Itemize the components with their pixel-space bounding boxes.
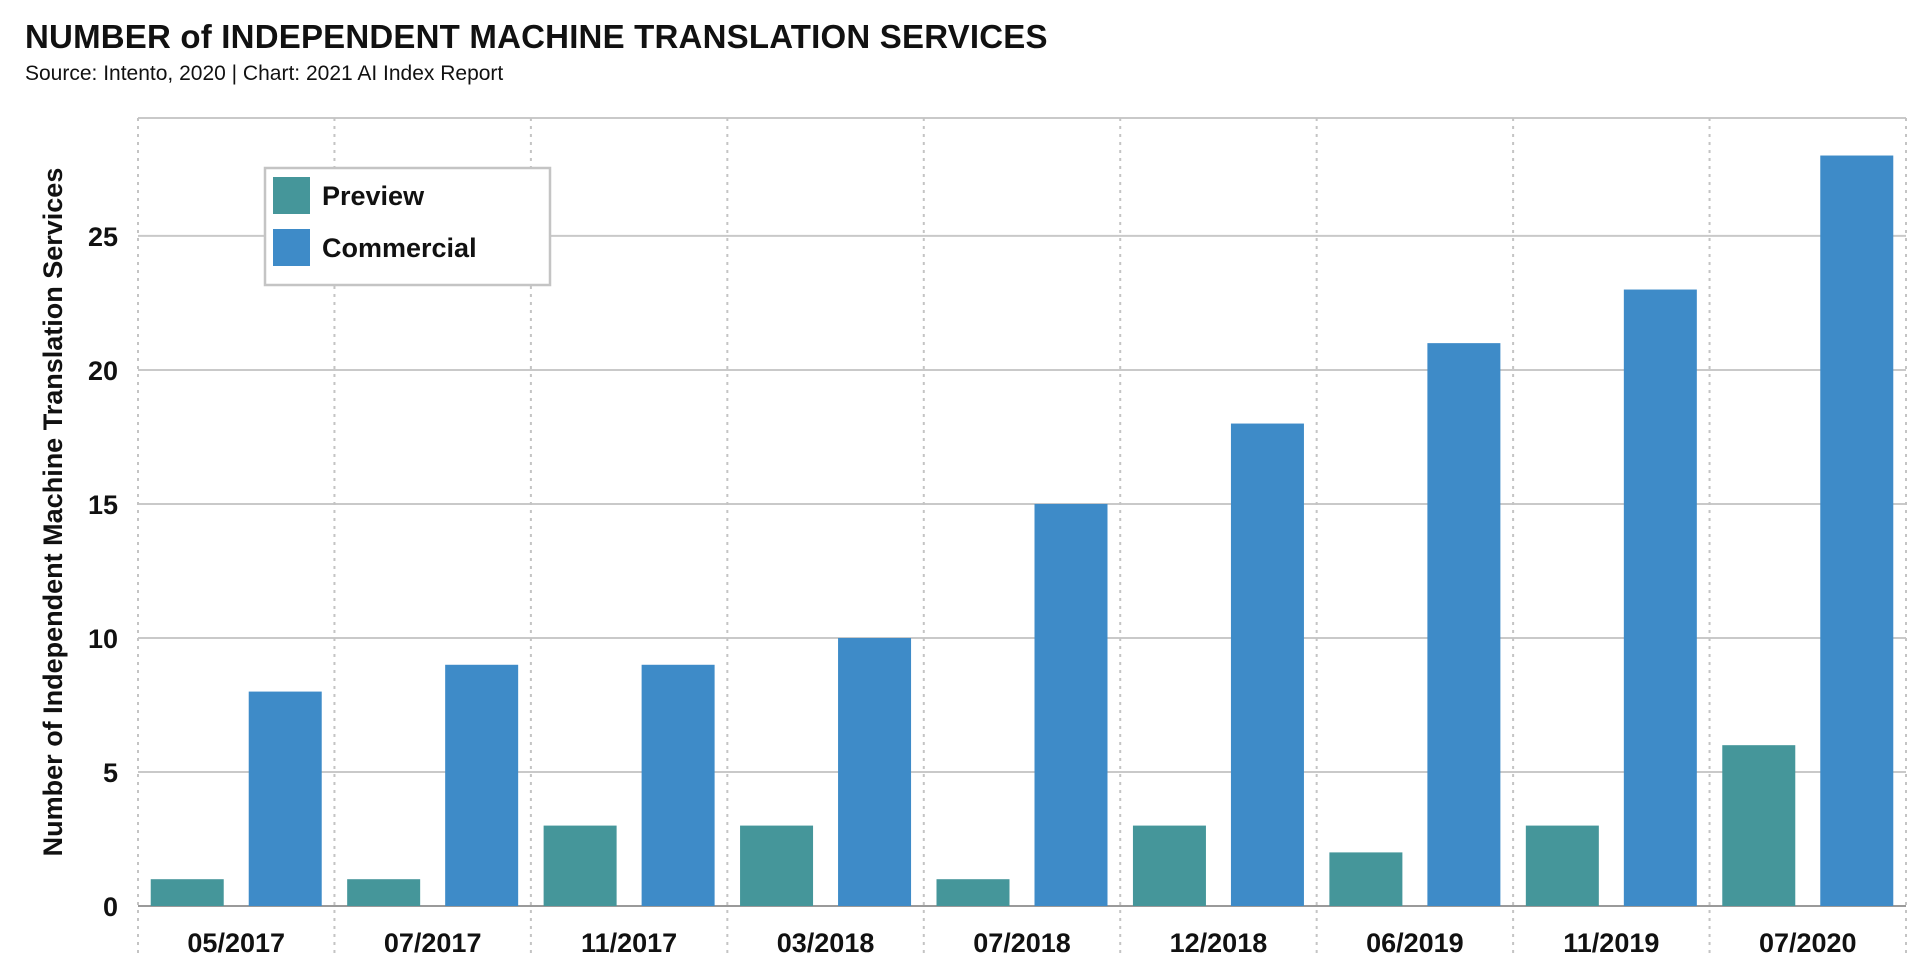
- legend: Preview Commercial: [263, 166, 552, 287]
- legend-swatch-preview: [273, 177, 310, 214]
- bar-preview-05-2017: [150, 879, 224, 906]
- bar-preview-07-2020: [1722, 745, 1796, 906]
- x-tick-label: 12/2018: [1170, 928, 1268, 958]
- bar-commercial-11-2017: [641, 664, 715, 906]
- legend-swatch-commercial: [273, 229, 310, 266]
- bar-commercial-03-2018: [838, 637, 912, 906]
- bar-preview-12-2018: [1132, 825, 1206, 906]
- bar-commercial-05-2017: [248, 691, 322, 906]
- chart-subtitle: Source: Intento, 2020 | Chart: 2021 AI I…: [25, 62, 504, 85]
- y-tick-label: 5: [103, 758, 118, 788]
- bar-preview-07-2017: [347, 879, 421, 906]
- bar-preview-11-2017: [543, 825, 617, 906]
- x-tick-label: 07/2018: [973, 928, 1071, 958]
- bar-commercial-07-2020: [1820, 155, 1894, 906]
- bar-preview-07-2018: [936, 879, 1010, 906]
- legend-label-commercial: Commercial: [322, 233, 477, 263]
- x-tick-label: 07/2020: [1759, 928, 1857, 958]
- bar-preview-03-2018: [740, 825, 814, 906]
- y-tick-label: 20: [88, 356, 118, 386]
- bar-commercial-12-2018: [1230, 423, 1304, 906]
- bar-preview-11-2019: [1525, 825, 1599, 906]
- y-tick-label: 10: [88, 624, 118, 654]
- y-tick-label: 15: [88, 490, 118, 520]
- ticks-layer: 0 5 10 15 20 25 05/2017 07/2017 11/2017 03/2018 07…: [88, 222, 1857, 958]
- legend-box: [263, 166, 552, 287]
- x-tick-label: 05/2017: [187, 928, 285, 958]
- bar-commercial-07-2018: [1034, 503, 1108, 906]
- y-tick-label: 25: [88, 222, 118, 252]
- bar-commercial-11-2019: [1623, 289, 1697, 906]
- y-axis-title: Number of Independent Machine Translatio…: [38, 168, 68, 857]
- x-tick-label: 06/2019: [1366, 928, 1464, 958]
- bar-commercial-06-2019: [1427, 343, 1501, 907]
- y-tick-label: 0: [103, 892, 118, 922]
- x-tick-label: 11/2017: [581, 928, 677, 958]
- legend-label-preview: Preview: [322, 181, 425, 211]
- x-tick-label: 11/2019: [1563, 928, 1659, 958]
- x-tick-label: 07/2017: [384, 928, 482, 958]
- x-tick-label: 03/2018: [777, 928, 875, 958]
- bars-layer: [150, 155, 1894, 907]
- bar-commercial-07-2017: [445, 664, 519, 906]
- bar-preview-06-2019: [1329, 852, 1403, 906]
- chart-title: NUMBER of INDEPENDENT MACHINE TRANSLATIO…: [25, 18, 1048, 55]
